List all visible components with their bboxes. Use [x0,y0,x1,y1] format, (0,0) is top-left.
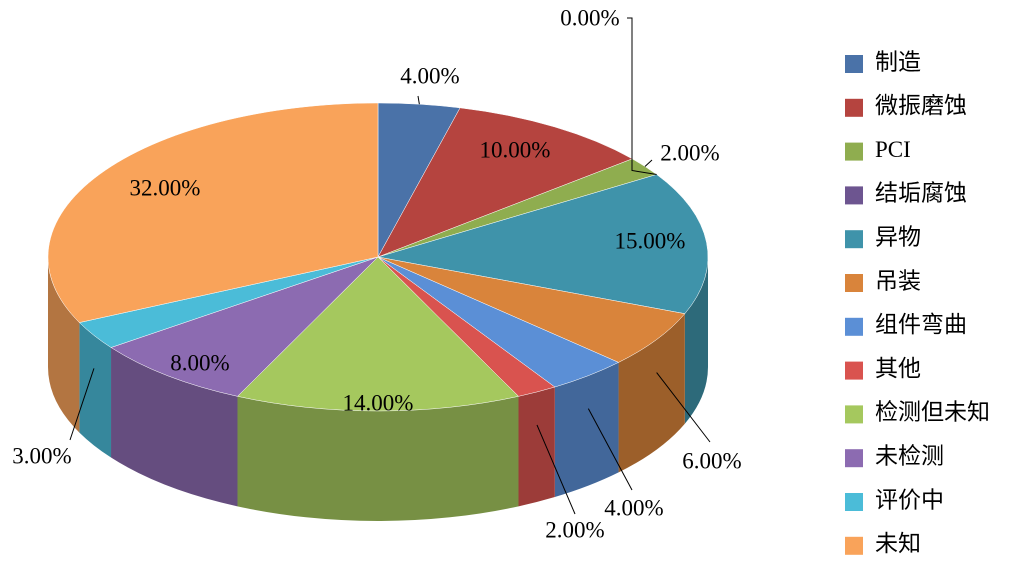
pie-side [554,362,619,498]
data-label: 8.00% [170,350,229,375]
legend-label: 吊装 [875,268,921,293]
legend-swatch [845,142,863,161]
leader-line [69,368,95,441]
legend-swatch [845,230,863,249]
pie-side [48,257,80,433]
legend-label: 制造 [875,49,921,74]
data-label: 3.00% [12,443,71,468]
legend-swatch [845,55,863,73]
legend-label: 未检测 [875,443,944,468]
pie-side [518,387,555,507]
pie-slice [110,256,379,397]
data-label: 0.00% [560,5,619,30]
legend-label: 评价中 [875,487,944,512]
data-label: 10.00% [480,137,551,162]
leader-line [587,408,633,491]
legend-swatch [845,361,863,380]
pie-side [618,313,685,473]
legend-label: 组件弯曲 [875,312,967,337]
data-label: 4.00% [604,495,663,520]
legend-label: 结垢腐蚀 [875,181,967,206]
leader-line [417,95,420,105]
pie-slice [236,256,520,412]
legend-label: 其他 [875,356,921,381]
leader-line [536,424,576,515]
legend-label: 异物 [875,224,921,249]
data-label: 6.00% [682,448,741,473]
legend-label: 未知 [875,531,921,556]
legend-swatch [845,98,863,117]
data-label: 4.00% [400,63,459,88]
data-label: 15.00% [615,228,686,253]
pie-slice [377,256,686,363]
legend-swatch [845,317,863,336]
data-label: 32.00% [130,175,201,200]
legend-swatch [845,536,863,555]
pie-slice [377,107,633,258]
data-label: 2.00% [545,517,604,542]
legend-swatch [845,493,863,511]
pie-side [237,396,519,521]
data-label: 14.00% [343,390,414,415]
legend-label: PCI [875,137,911,162]
data-label: 2.00% [660,140,719,165]
legend-swatch [845,186,863,205]
pie-slice [47,102,379,323]
legend-swatch [845,449,863,468]
pie-side [684,257,708,424]
leader-line [644,159,653,167]
legend-label: 检测但未知 [875,400,990,425]
pie-side [79,322,112,458]
leader-line [656,372,711,443]
legend-label: 微振磨蚀 [875,93,967,118]
pie-sides [48,257,708,521]
pie-slice [377,174,709,314]
legend-swatch [845,405,863,424]
pie-side [111,347,238,507]
leader-line [627,17,657,175]
pie-tops [47,102,709,412]
legend-swatch [845,274,863,292]
